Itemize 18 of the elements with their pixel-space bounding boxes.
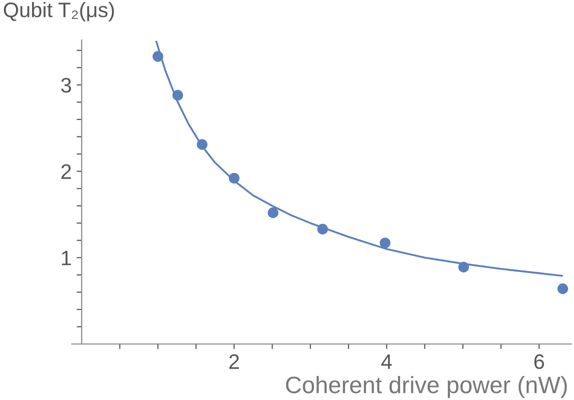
x-tick-label: 4 — [381, 354, 392, 369]
point — [380, 238, 390, 248]
point — [557, 283, 568, 294]
y-tick-label: 3 — [61, 78, 72, 93]
point — [458, 262, 469, 272]
x-tick-label: 6 — [534, 354, 544, 370]
point — [317, 224, 328, 234]
line-series — [155, 40, 563, 277]
y-tick-label: 2 — [61, 164, 71, 179]
point — [172, 90, 184, 101]
x-tick-label: 2 — [229, 354, 239, 369]
point — [268, 207, 278, 218]
y-tick-label: 1 — [62, 250, 71, 266]
x-axis-title: Coherent drive power (nW) — [286, 376, 567, 398]
point — [152, 51, 164, 62]
point — [228, 172, 240, 184]
point — [196, 139, 208, 150]
y-axis-title: Qubit T₂(μs) — [4, 2, 114, 22]
